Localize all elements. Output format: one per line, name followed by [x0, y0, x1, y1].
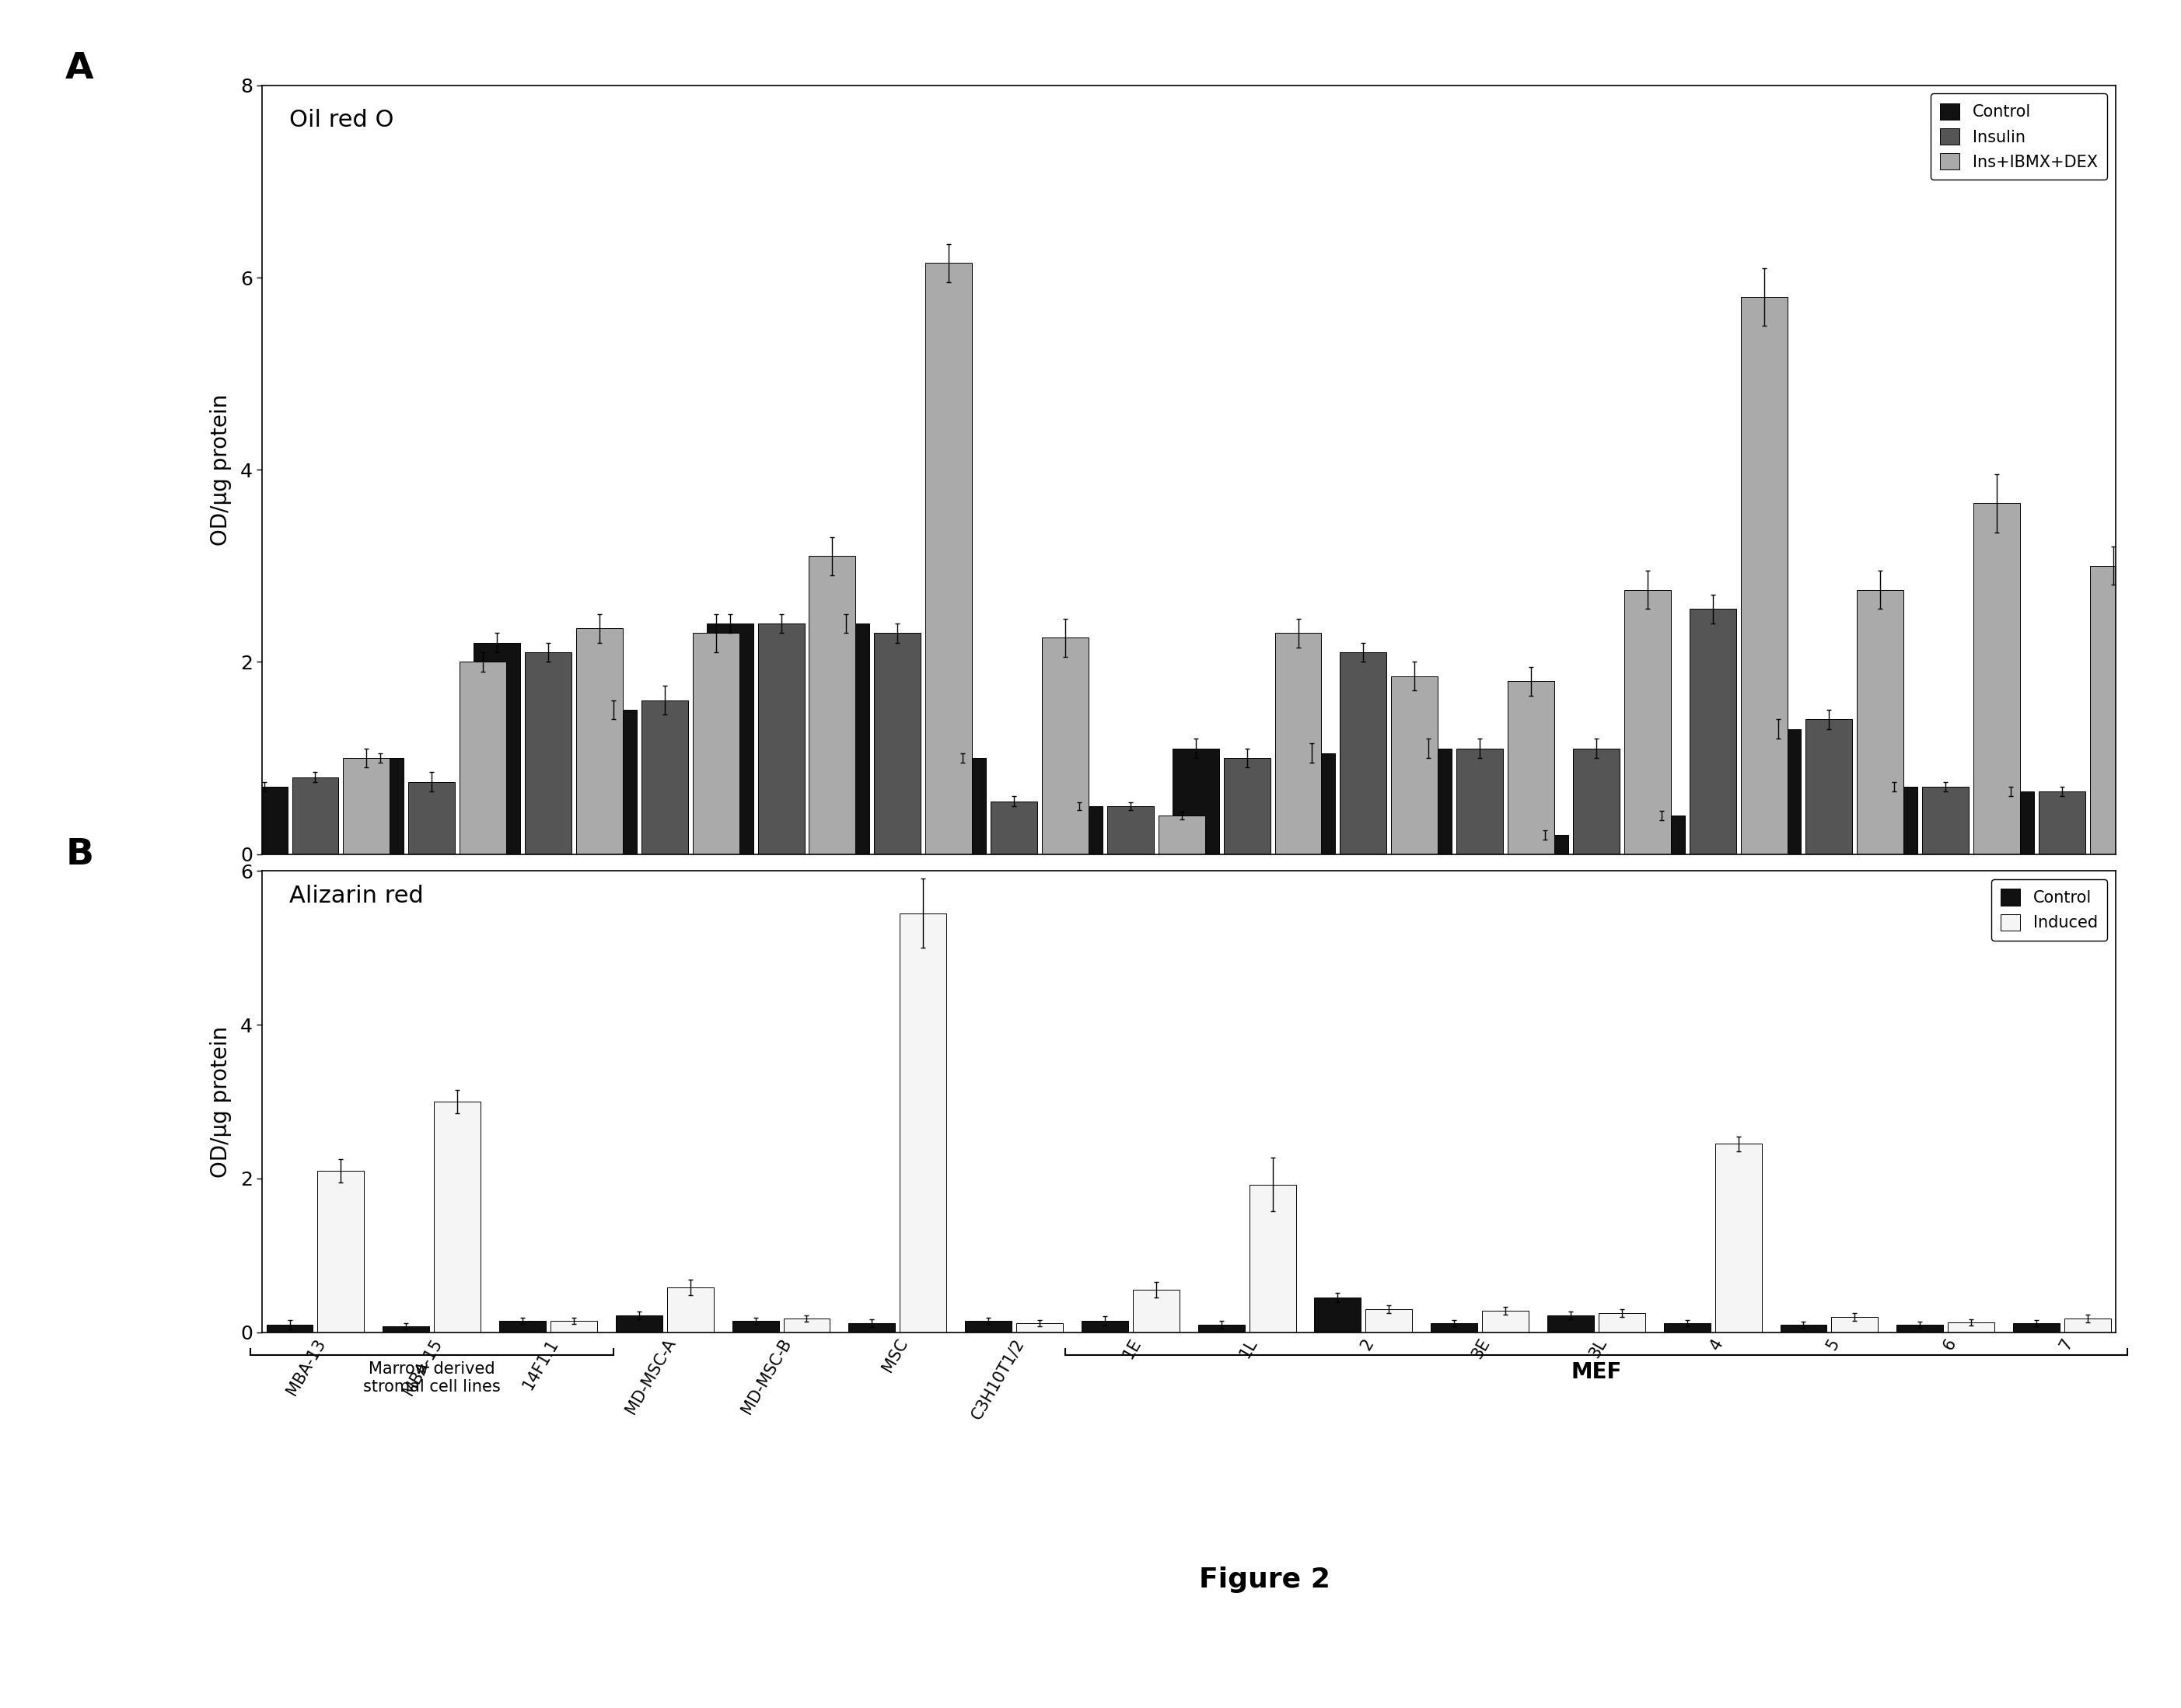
Bar — [1405, 748, 1453, 854]
Bar — [783, 1319, 831, 1332]
Bar — [1224, 758, 1269, 854]
Bar — [1197, 1325, 1245, 1332]
Bar — [1856, 589, 1904, 854]
Bar — [1457, 748, 1503, 854]
Bar — [1289, 753, 1335, 854]
Bar — [2013, 1324, 2059, 1332]
Bar — [358, 758, 403, 854]
Bar — [1740, 297, 1786, 854]
Text: Marrow derived
stromal cell lines: Marrow derived stromal cell lines — [362, 1361, 499, 1395]
Bar — [875, 634, 920, 854]
Bar — [526, 652, 571, 854]
Bar — [1056, 806, 1101, 854]
Bar — [1921, 787, 1969, 854]
Bar — [434, 1102, 480, 1332]
Bar — [1522, 835, 1568, 854]
Bar — [1987, 791, 2035, 854]
Bar — [615, 1315, 663, 1332]
Bar — [1546, 1315, 1594, 1332]
Bar — [964, 1320, 1012, 1332]
Bar — [940, 758, 986, 854]
Bar — [460, 663, 506, 854]
Bar — [1391, 676, 1437, 854]
Bar — [901, 914, 947, 1332]
Bar — [1082, 1320, 1128, 1332]
Bar — [1483, 1310, 1529, 1332]
Bar — [1132, 1290, 1180, 1332]
Text: Alizarin red: Alizarin red — [290, 885, 423, 907]
Bar — [499, 1320, 545, 1332]
Bar — [1158, 816, 1204, 854]
Bar — [1016, 1324, 1062, 1332]
Bar — [1599, 1313, 1644, 1332]
Bar — [1754, 729, 1802, 854]
Bar — [809, 557, 855, 854]
Bar — [1832, 1317, 1878, 1332]
Bar — [848, 1324, 894, 1332]
Bar — [1871, 787, 1917, 854]
Text: MEF: MEF — [1570, 1361, 1623, 1383]
Bar — [1573, 748, 1620, 854]
Bar — [1780, 1325, 1828, 1332]
Bar — [925, 263, 973, 854]
Bar — [2089, 565, 2137, 854]
Bar — [318, 1172, 364, 1332]
Bar — [408, 782, 456, 854]
Bar — [384, 1325, 430, 1332]
Bar — [1173, 748, 1219, 854]
Bar — [707, 623, 752, 854]
Bar — [1714, 1144, 1762, 1332]
Bar — [757, 623, 805, 854]
Bar — [822, 623, 870, 854]
Bar — [1276, 634, 1322, 854]
Bar — [240, 787, 288, 854]
Bar — [576, 629, 624, 854]
Bar — [1043, 637, 1088, 854]
Bar — [591, 711, 637, 854]
Bar — [292, 777, 338, 854]
Bar — [2039, 791, 2085, 854]
Bar — [1690, 610, 1736, 854]
Text: Oil red O: Oil red O — [290, 109, 395, 132]
Bar — [550, 1320, 598, 1332]
Legend: Control, Induced: Control, Induced — [1991, 880, 2107, 941]
Bar — [1108, 806, 1154, 854]
Bar — [473, 642, 521, 854]
Bar — [1806, 719, 1852, 854]
Bar — [1664, 1324, 1710, 1332]
Bar — [1948, 1322, 1993, 1332]
Legend: Control, Insulin, Ins+IBMX+DEX: Control, Insulin, Ins+IBMX+DEX — [1930, 94, 2107, 179]
Bar — [1625, 589, 1671, 854]
Bar — [1365, 1308, 1413, 1332]
Bar — [1431, 1324, 1477, 1332]
Text: B: B — [65, 837, 94, 871]
Bar — [2065, 1319, 2111, 1332]
Bar — [1250, 1185, 1296, 1332]
Bar — [733, 1320, 779, 1332]
Bar — [990, 801, 1038, 854]
Bar — [1974, 504, 2020, 854]
Text: Figure 2: Figure 2 — [1200, 1566, 1330, 1594]
Bar — [641, 700, 687, 854]
Bar — [266, 1325, 312, 1332]
Bar — [1638, 816, 1684, 854]
Text: A: A — [65, 51, 94, 85]
Bar — [1897, 1325, 1943, 1332]
Bar — [1315, 1298, 1361, 1332]
Bar — [694, 634, 739, 854]
Bar — [342, 758, 390, 854]
Y-axis label: OD/µg protein: OD/µg protein — [209, 1027, 231, 1177]
Y-axis label: OD/µg protein: OD/µg protein — [209, 395, 231, 545]
Bar — [667, 1288, 713, 1332]
Bar — [1339, 652, 1387, 854]
Bar — [1507, 681, 1555, 854]
